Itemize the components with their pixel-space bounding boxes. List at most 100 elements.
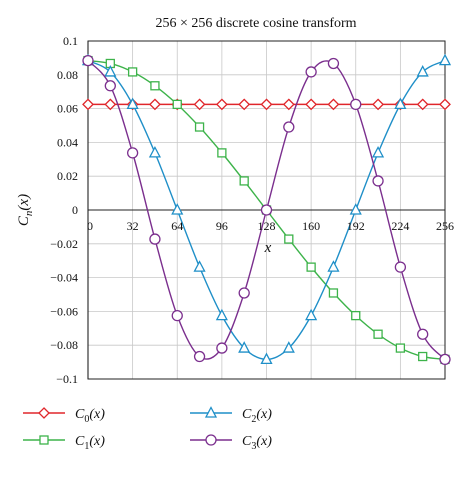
- data-point-circle: [104, 80, 116, 92]
- data-point-triangle: [260, 352, 273, 365]
- data-point-diamond: [260, 98, 273, 111]
- data-point-triangle: [349, 203, 362, 215]
- y-axis-label-text: Cn(x): [16, 194, 35, 226]
- data-point-diamond: [439, 98, 451, 111]
- x-tick-label: 192: [347, 219, 365, 233]
- x-tick-label: 64: [171, 219, 183, 233]
- data-point-circle: [260, 204, 273, 216]
- data-point-circle: [327, 57, 340, 70]
- data-point-circle: [417, 328, 429, 340]
- data-point-circle: [305, 66, 317, 78]
- x-tick-label: 32: [127, 219, 139, 233]
- data-point-diamond: [372, 98, 384, 111]
- data-point-circle: [350, 98, 362, 111]
- data-point-circle: [216, 342, 228, 354]
- data-point-square: [127, 67, 138, 77]
- legend-label-part: C: [75, 434, 85, 449]
- data-point-square: [373, 329, 383, 339]
- y-tick-label: 0.04: [57, 135, 78, 149]
- x-axis-label: x: [264, 240, 272, 256]
- legend-label: C2(x): [242, 407, 272, 425]
- legend-label-part: 0: [84, 414, 89, 425]
- legend-label-part: (x): [89, 407, 105, 422]
- data-point-square: [395, 343, 406, 353]
- data-point-diamond: [416, 98, 429, 111]
- data-point-square: [306, 262, 316, 272]
- data-point-square: [150, 81, 160, 91]
- data-point-diamond: [282, 98, 295, 111]
- x-tick-label: 128: [258, 219, 276, 233]
- data-point-diamond: [82, 98, 94, 111]
- data-point-diamond: [149, 98, 161, 111]
- y-tick-label: 0.02: [57, 169, 78, 183]
- x-tick-label: 160: [302, 219, 320, 233]
- data-point-circle: [82, 54, 94, 67]
- legend-label: C3(x): [242, 434, 272, 452]
- x-tick-label: 256: [436, 219, 454, 233]
- y-tick-label: −0.08: [50, 338, 78, 352]
- x-tick-label: 96: [216, 219, 228, 233]
- data-point-triangle: [215, 308, 228, 321]
- data-point-square: [284, 234, 294, 244]
- data-point-square: [217, 148, 227, 158]
- data-point-square: [351, 310, 361, 321]
- y-tick-label: −0.02: [50, 237, 78, 251]
- x-tick-label: 0: [87, 219, 93, 233]
- y-tick-label: −0.1: [56, 372, 78, 386]
- series-0: [82, 98, 451, 111]
- legend-label-part: (x): [256, 407, 272, 422]
- data-point-triangle: [238, 341, 251, 353]
- data-point-diamond: [305, 98, 318, 111]
- data-point-triangle: [416, 65, 429, 77]
- data-point-square: [194, 122, 205, 132]
- data-point-circle: [126, 147, 139, 159]
- data-point-triangle: [438, 53, 452, 66]
- data-point-diamond: [193, 98, 206, 111]
- data-point-triangle: [126, 97, 139, 110]
- data-point-diamond: [215, 98, 228, 111]
- y-axis-label-part: (x): [16, 194, 32, 211]
- data-point-square: [418, 351, 428, 362]
- data-point-square: [172, 99, 182, 110]
- data-point-diamond: [327, 98, 340, 111]
- legend-item: C1(x): [23, 434, 105, 452]
- data-point-circle: [439, 353, 451, 366]
- legend-label-part: C: [242, 407, 252, 422]
- data-point-triangle: [204, 406, 218, 418]
- data-point-diamond: [238, 98, 251, 111]
- legend-label-part: C: [75, 407, 85, 422]
- data-point-triangle: [171, 203, 184, 215]
- data-point-circle: [283, 121, 295, 133]
- data-point-triangle: [104, 65, 117, 77]
- y-tick-label: −0.04: [50, 271, 78, 285]
- data-point-square: [39, 435, 49, 445]
- data-point-triangle: [394, 97, 407, 110]
- data-point-circle: [394, 261, 407, 273]
- data-point-diamond: [38, 407, 50, 419]
- y-tick-label: 0: [72, 203, 78, 217]
- y-tick-label: −0.06: [50, 304, 78, 318]
- data-point-circle: [149, 233, 161, 245]
- data-point-circle: [238, 287, 250, 299]
- data-point-circle: [171, 309, 183, 322]
- legend-label: C0(x): [75, 407, 105, 425]
- legend-label-part: 2: [251, 414, 256, 425]
- y-axis-label-part: C: [16, 215, 32, 226]
- y-tick-label: 0.06: [57, 102, 78, 116]
- legend-label-part: (x): [89, 434, 105, 449]
- y-axis-label-part: n: [23, 210, 35, 216]
- y-tick-label: 0.1: [63, 34, 78, 48]
- data-point-triangle: [327, 260, 340, 272]
- series-3: [82, 54, 451, 366]
- data-point-circle: [372, 175, 384, 187]
- legend-label-part: 3: [251, 441, 256, 452]
- data-point-triangle: [148, 145, 162, 158]
- legend-label-part: 1: [84, 441, 89, 452]
- data-point-square: [328, 288, 339, 298]
- grid-layer: [87, 40, 446, 380]
- legend-label-part: C: [242, 434, 252, 449]
- legend-label-part: (x): [256, 434, 272, 449]
- chart-title: 256 × 256 discrete cosine transform: [155, 16, 356, 31]
